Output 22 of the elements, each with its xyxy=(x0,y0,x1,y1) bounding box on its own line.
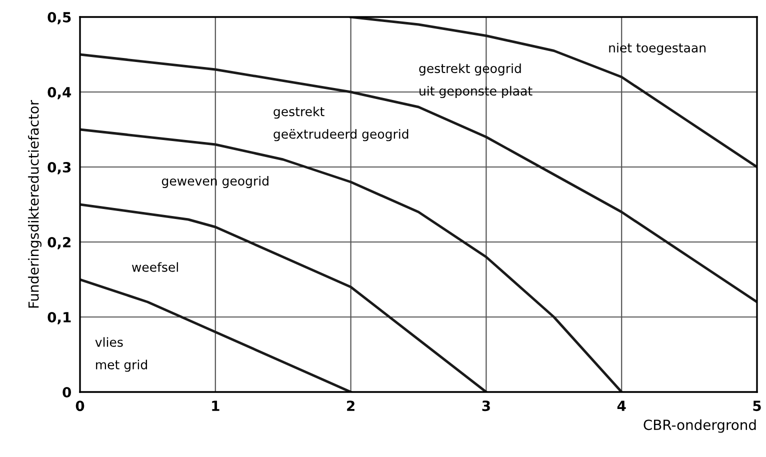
x-tick-label: 2 xyxy=(347,400,354,411)
annotation: met grid xyxy=(96,360,147,372)
line-series xyxy=(80,203,488,392)
y-tick-label: 0 xyxy=(62,386,72,398)
annotation: vlies xyxy=(95,337,123,347)
x-tick-label: 0 xyxy=(76,400,84,412)
x-tick-label: 5 xyxy=(753,400,761,412)
y-tick-label: 0,1 xyxy=(48,312,71,324)
y-tick-label: 0,5 xyxy=(48,12,71,24)
x-tick-label: 1 xyxy=(212,400,220,411)
x-tick-label: 4 xyxy=(617,400,626,411)
line-series xyxy=(80,53,757,304)
line-series xyxy=(80,278,352,392)
y-tick-label: 0,4 xyxy=(48,86,72,100)
y-axis-title: Funderingsdiktereductiefactor xyxy=(28,100,42,308)
line-series xyxy=(80,128,623,392)
x-tick-label: 3 xyxy=(482,400,490,412)
annotation: gestrekt xyxy=(274,106,324,119)
annotation: weefsel xyxy=(132,262,178,272)
x-axis-title: CBR-ondergrond xyxy=(644,419,756,433)
y-tick-label: 0,3 xyxy=(48,162,71,174)
y-tick-label: 0,2 xyxy=(48,236,70,250)
